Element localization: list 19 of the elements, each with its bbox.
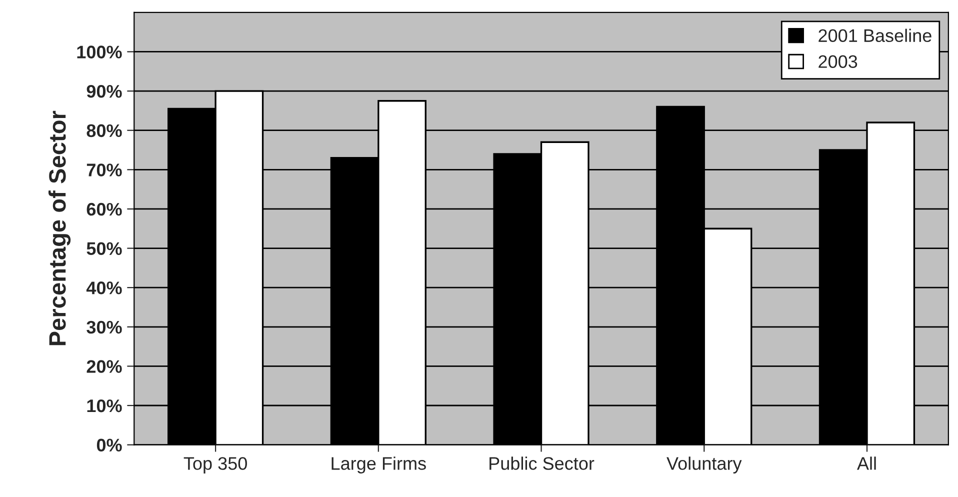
legend-label: 2003 [818,55,858,68]
y-tick-label: 100% [77,46,122,58]
y-tick-label: 90% [86,84,122,98]
y-tick-label: 10% [87,399,122,412]
x-tick-label: Top 350 [184,457,247,474]
legend-label: 2001 Baseline [818,28,932,42]
y-tick-label: 40% [86,282,122,294]
y-tick-label: 20% [86,360,122,373]
y-tick-label: 70% [86,164,122,176]
x-tick-label: Public Sector [490,456,594,470]
y-tick-label: 30% [86,320,122,334]
x-tick-label: Large Firms [332,456,426,474]
y-tick-label: 50% [86,242,122,255]
x-tick-label: Voluntary [666,456,742,474]
y-tick-label: 0% [96,438,122,452]
x-tick-label: All [856,456,876,470]
y-axis-title: Percentage of Sector [48,110,71,346]
y-tick-label: 80% [86,124,122,138]
y-tick-label: 60% [86,202,122,216]
